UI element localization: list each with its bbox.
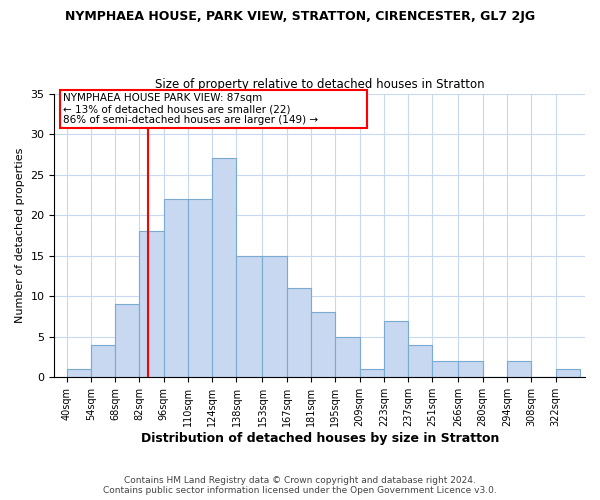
Bar bbox=[236, 256, 262, 378]
Bar bbox=[335, 337, 359, 378]
Bar bbox=[433, 361, 458, 378]
Bar bbox=[384, 320, 408, 378]
Title: Size of property relative to detached houses in Stratton: Size of property relative to detached ho… bbox=[155, 78, 485, 91]
Text: ← 13% of detached houses are smaller (22): ← 13% of detached houses are smaller (22… bbox=[63, 104, 290, 114]
Bar bbox=[115, 304, 139, 378]
Bar bbox=[262, 256, 287, 378]
Bar bbox=[359, 369, 384, 378]
Bar bbox=[164, 199, 188, 378]
Bar bbox=[91, 345, 115, 378]
Bar bbox=[188, 199, 212, 378]
Bar bbox=[556, 369, 580, 378]
Text: NYMPHAEA HOUSE, PARK VIEW, STRATTON, CIRENCESTER, GL7 2JG: NYMPHAEA HOUSE, PARK VIEW, STRATTON, CIR… bbox=[65, 10, 535, 23]
Bar bbox=[67, 369, 91, 378]
X-axis label: Distribution of detached houses by size in Stratton: Distribution of detached houses by size … bbox=[140, 432, 499, 445]
Text: Contains HM Land Registry data © Crown copyright and database right 2024.
Contai: Contains HM Land Registry data © Crown c… bbox=[103, 476, 497, 495]
Text: 86% of semi-detached houses are larger (149) →: 86% of semi-detached houses are larger (… bbox=[63, 116, 318, 126]
Bar bbox=[139, 232, 164, 378]
FancyBboxPatch shape bbox=[59, 90, 367, 128]
Bar bbox=[408, 345, 433, 378]
Bar bbox=[507, 361, 531, 378]
Bar bbox=[287, 288, 311, 378]
Y-axis label: Number of detached properties: Number of detached properties bbox=[15, 148, 25, 323]
Text: NYMPHAEA HOUSE PARK VIEW: 87sqm: NYMPHAEA HOUSE PARK VIEW: 87sqm bbox=[63, 92, 262, 102]
Bar bbox=[458, 361, 482, 378]
Bar bbox=[311, 312, 335, 378]
Bar bbox=[212, 158, 236, 378]
